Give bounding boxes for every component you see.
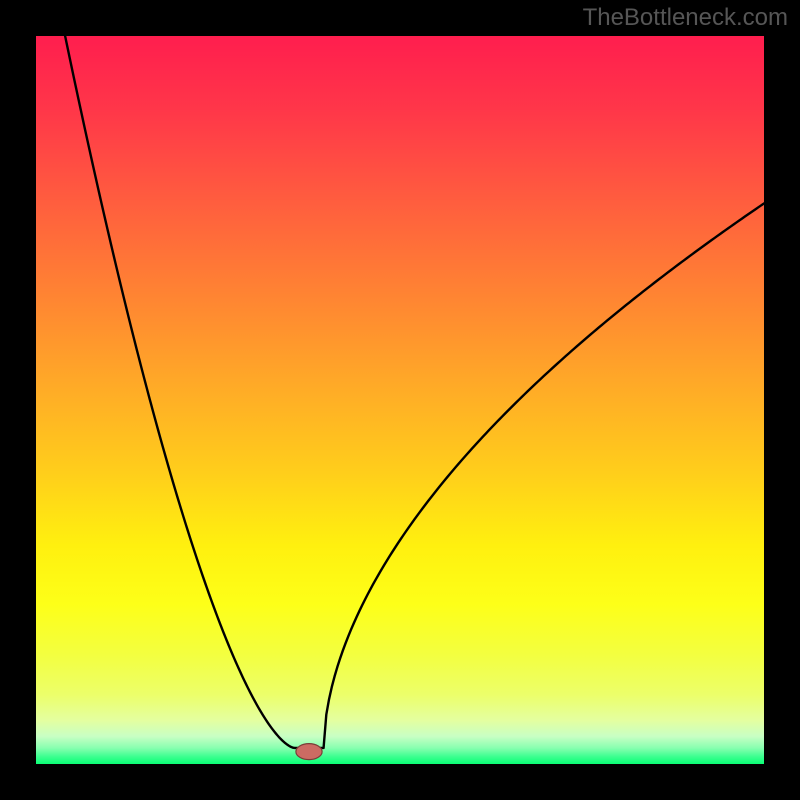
plot-area: [36, 36, 764, 764]
gradient-background: [36, 36, 764, 764]
chart-stage: TheBottleneck.com: [0, 0, 800, 800]
bottleneck-chart: [36, 36, 764, 764]
minimum-marker: [296, 744, 322, 760]
watermark-text: TheBottleneck.com: [583, 4, 788, 32]
